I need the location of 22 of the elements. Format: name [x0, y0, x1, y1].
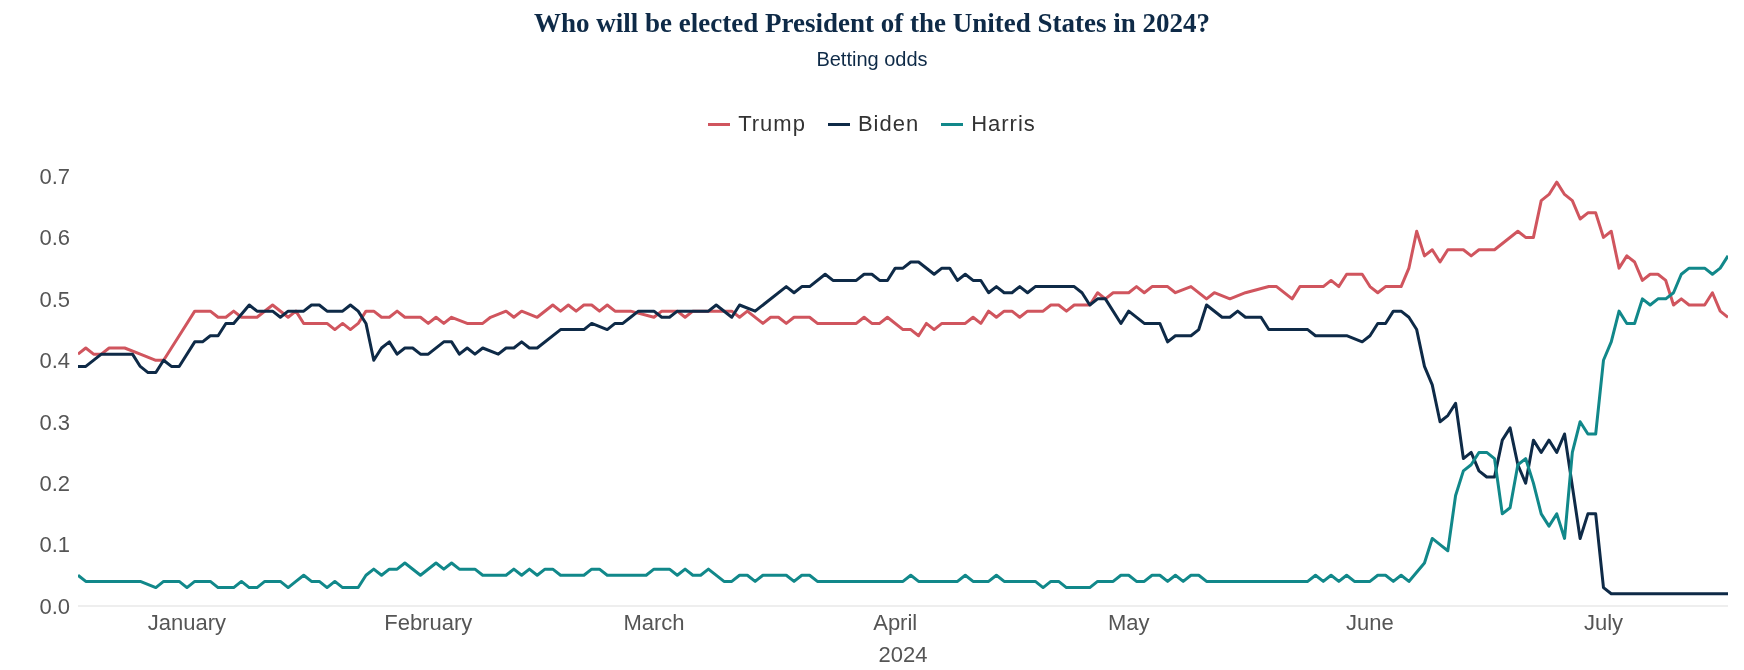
- x-tick-label: March: [623, 609, 685, 635]
- x-axis-title: 2024: [878, 642, 928, 667]
- legend-label: Trump: [738, 111, 806, 137]
- line-series: [78, 180, 1728, 362]
- x-tick-label: May: [1107, 609, 1150, 635]
- x-tick-label: July: [1583, 609, 1624, 635]
- y-tick-label: 0.2: [39, 470, 70, 496]
- y-tick-label: 0.7: [39, 163, 70, 189]
- x-tick-label: February: [384, 609, 473, 635]
- x-tick-label: January: [147, 609, 227, 635]
- chart-subtitle: Betting odds: [815, 48, 929, 71]
- x-tick-label: June: [1346, 609, 1394, 635]
- y-tick-label: 0.6: [39, 225, 70, 251]
- y-tick-label: 0.0: [39, 593, 70, 619]
- y-tick-label: 0.3: [39, 409, 70, 435]
- y-tick-label: 0.1: [39, 532, 70, 558]
- chart-title: Who will be elected President of the United States in 2024?: [533, 8, 1211, 39]
- y-tick-label: 0.4: [39, 348, 70, 374]
- legend-label: Biden: [857, 111, 920, 137]
- legend-label: Harris: [971, 111, 1036, 137]
- x-tick-label: April: [873, 609, 918, 635]
- y-tick-label: 0.5: [39, 286, 70, 312]
